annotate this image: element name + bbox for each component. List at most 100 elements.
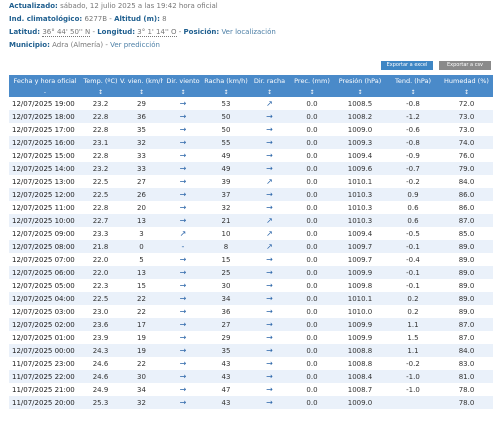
column-header-pressure[interactable]: Presión (hPa) [334,75,386,87]
tendency-cell: 0.6 [386,214,440,227]
pressure-cell: 1010.3 [347,203,373,212]
precipitation-cell: 0.0 [306,385,318,394]
wind-speed-cell: 20 [137,203,146,212]
wind-direction-cell: → [163,123,203,136]
gust-cell: 47 [221,385,231,394]
column-header-date[interactable]: Fecha y hora oficial [9,75,81,87]
column-header-wind-dir[interactable]: Dir. viento [163,75,203,87]
tendency-cell: -0.5 [406,229,420,238]
wind-speed-cell: 13 [120,214,163,227]
temperature-cell: 22.8 [92,203,109,212]
column-header-gust[interactable]: Racha (km/h) [203,75,249,87]
sort-icon[interactable]: ↕ [120,87,163,97]
table-row: 12/07/2025 15:00 22.8 33 → 49 → 0.0 1009.4 -0.9 7… [9,149,493,162]
gust-cell: 53 [221,99,231,108]
temperature-cell: 22.7 [81,214,120,227]
table-row: 12/07/2025 13:00 22.5 27 → 39 ↗ 0.0 1010.1 -0.2 8… [9,175,493,188]
pressure-cell: 1008.5 [347,99,373,108]
tendency-cell: -0.1 [386,266,440,279]
precipitation-cell: 0.0 [306,255,318,264]
export-excel-button[interactable]: Exportar a excel [381,61,433,70]
table-row: 12/07/2025 19:00 23.2 29 → 53 ↗ 0.0 1008.5 -0.8 7… [9,97,493,110]
date-cell: 12/07/2025 08:00 [9,240,81,253]
humidity-cell: 83.0 [458,359,475,368]
tendency-cell: -0.8 [386,136,440,149]
gust-cell: 34 [203,292,249,305]
pressure-cell: 1010.0 [347,307,373,316]
temperature-cell: 22.5 [81,188,120,201]
view-prediction-link[interactable]: Ver predicción [110,41,160,49]
temperature-cell: 22.8 [92,151,109,160]
gust-direction-icon: → [266,384,273,394]
gust-direction-cell: → [249,305,290,318]
sort-icon[interactable]: ↕ [249,87,290,97]
wind-direction-icon: → [179,319,187,329]
temperature-cell: 23.2 [81,162,120,175]
precipitation-cell: 0.0 [290,292,334,305]
gust-direction-icon: → [266,267,273,277]
gust-direction-cell: → [249,188,290,201]
gust-direction-icon: → [266,280,273,290]
humidity-cell: 87.0 [440,214,493,227]
temperature-cell: 23.6 [81,318,120,331]
wind-direction-icon: → [179,293,187,303]
sort-icon[interactable]: ↕ [81,87,120,97]
temperature-cell: 24.9 [92,385,109,394]
gust-direction-cell: ↗ [249,214,290,227]
wind-speed-cell: 19 [120,344,163,357]
wind-direction-cell: → [163,370,203,383]
wind-speed-cell: 29 [137,99,146,108]
wind-speed-cell: 15 [137,281,146,290]
precipitation-cell: 0.0 [306,125,318,134]
view-location-link[interactable]: Ver localización [221,28,276,36]
temperature-cell: 22.5 [81,292,120,305]
table-row: 12/07/2025 02:00 23.6 17 → 27 → 0.0 1009.9 1.1 87… [9,318,493,331]
column-header-prec[interactable]: Prec. (mm) [290,75,334,87]
gust-direction-cell: ↗ [249,175,290,188]
latitude-label: Latitud: [9,28,41,36]
pressure-cell: 1009.0 [334,396,386,409]
municipality-value: Adra (Almería) [52,41,104,49]
tendency-cell: -0.2 [406,177,420,186]
sort-icon[interactable]: ↕ [334,87,386,97]
column-header-gust-dir[interactable]: Dir. racha [249,75,290,87]
wind-direction-cell: → [163,162,203,175]
temperature-cell: 23.3 [92,229,109,238]
gust-cell: 50 [203,110,249,123]
gust-direction-icon: → [266,189,273,199]
export-csv-button[interactable]: Exportar a csv [439,61,491,70]
precipitation-cell: 0.0 [306,333,318,342]
sort-icon[interactable]: ↕ [163,87,203,97]
sort-icon[interactable]: ↕ [440,87,493,97]
gust-cell: 50 [221,125,231,134]
column-header-humidity[interactable]: Humedad (%) [440,75,493,87]
column-header-temp[interactable]: Temp. (ºC) [81,75,120,87]
column-header-tendency[interactable]: Tend. (hPa) [386,75,440,87]
gust-direction-cell: → [249,396,290,409]
pressure-cell: 1009.9 [347,333,373,342]
altitude-label: Altitud (m): [114,15,160,23]
wind-speed-cell: 13 [120,266,163,279]
temperature-cell: 24.3 [81,344,120,357]
column-header-wind[interactable]: V. vien. (km/h) [120,75,163,87]
pressure-cell: 1009.4 [347,229,373,238]
gust-direction-cell: → [249,292,290,305]
precipitation-cell: 0.0 [290,396,334,409]
sort-icon[interactable]: ↕ [290,87,334,97]
table-row: 12/07/2025 03:00 23.0 22 → 36 → 0.0 1010.0 0.2 89… [9,305,493,318]
gust-cell: 36 [221,307,231,316]
temperature-cell: 22.0 [81,266,120,279]
sort-icon[interactable]: ↕ [386,87,440,97]
wind-direction-cell: → [163,97,203,110]
wind-direction-cell: → [163,305,203,318]
tendency-cell: -0.4 [406,255,420,264]
date-cell: 12/07/2025 06:00 [9,266,81,279]
wind-speed-cell: 34 [137,385,146,394]
wind-speed-cell: 3 [139,229,144,238]
gust-cell: 8 [203,240,249,253]
gust-cell: 21 [203,214,249,227]
sort-icon[interactable]: ↕ [203,87,249,97]
gust-direction-cell: → [249,110,290,123]
wind-direction-icon: → [179,150,187,160]
gust-direction-icon: → [266,319,273,329]
